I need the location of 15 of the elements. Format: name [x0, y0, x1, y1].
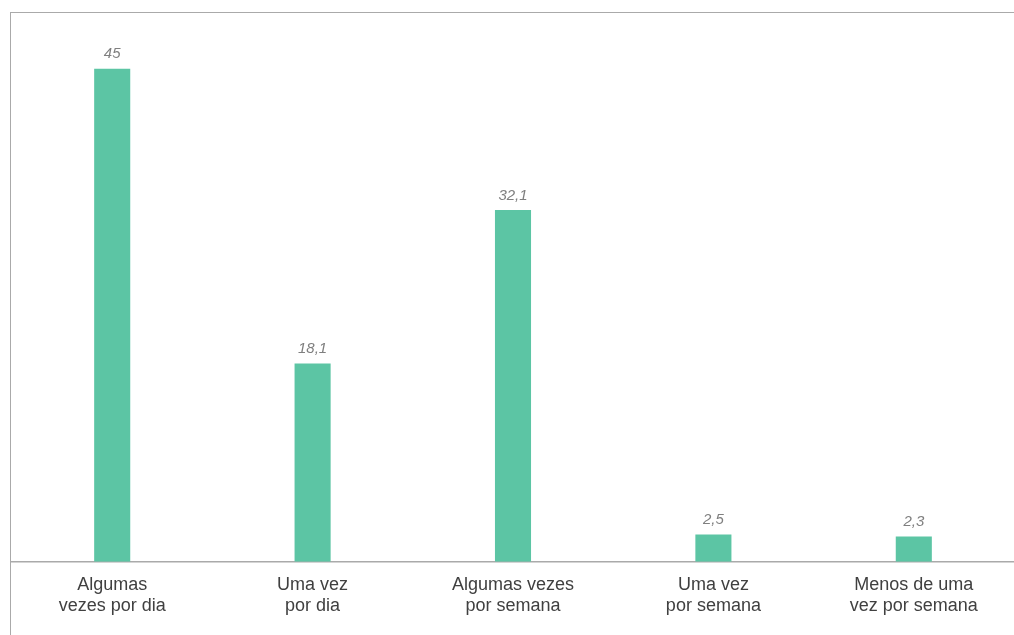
bar — [895, 536, 932, 562]
data-label: 2,5 — [701, 510, 725, 528]
data-label: 18,1 — [298, 339, 328, 357]
x-tick-label: Algumas vezes por semana — [451, 573, 575, 616]
data-label: 45 — [103, 44, 122, 62]
bar — [494, 210, 532, 562]
data-label: 2,3 — [902, 512, 925, 530]
x-tick-label: Menos de uma vez por semana — [849, 573, 979, 616]
bar — [695, 534, 732, 562]
x-tick-label: Uma vez por semana — [665, 573, 762, 616]
x-tick-label: Uma vez por dia — [277, 573, 349, 616]
data-label: 32,1 — [498, 185, 528, 203]
x-tick-label: Algumas vezes por dia — [58, 573, 167, 616]
bar — [294, 363, 331, 562]
bar — [94, 68, 131, 562]
